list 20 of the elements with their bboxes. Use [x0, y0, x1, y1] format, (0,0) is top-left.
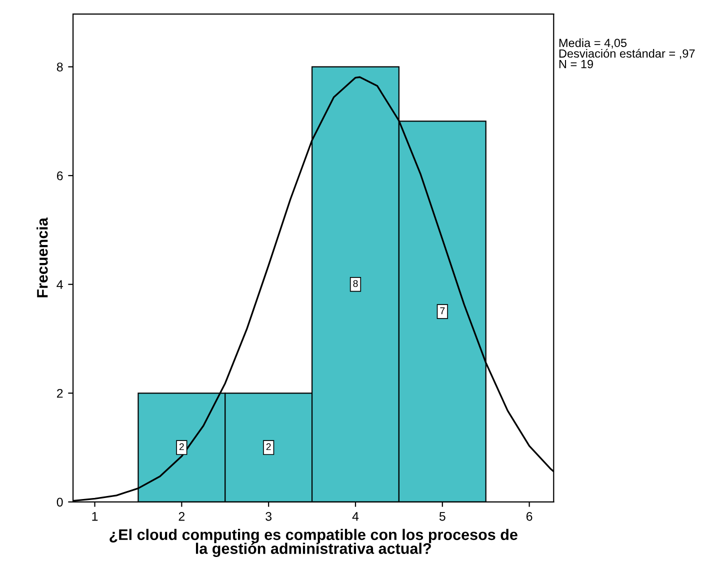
- data-label: 2: [266, 443, 271, 450]
- y-tick-label: 6: [56, 171, 63, 180]
- x-tick-label: 5: [439, 512, 446, 521]
- x-tick-label: 2: [178, 512, 185, 521]
- text: N = 19: [559, 60, 594, 68]
- x-tick-label: 1: [92, 512, 98, 521]
- data-label: 8: [353, 280, 358, 287]
- y-tick-label: 2: [56, 388, 63, 398]
- x-tick-label: 3: [266, 512, 272, 521]
- y-tick-label: 4: [56, 280, 63, 289]
- data-label: 7: [440, 307, 445, 314]
- x-tick-label: 6: [526, 512, 532, 521]
- text: Media = 4,05: [559, 38, 627, 48]
- x-tick-label: 4: [352, 512, 359, 521]
- text: Desviación estándar = ,97: [559, 48, 695, 60]
- y-tick-label: 8: [56, 62, 63, 72]
- y-axis-title: Frecuencia: [36, 218, 48, 298]
- y-tick-label: 0: [56, 498, 63, 507]
- data-label: 2: [179, 443, 184, 450]
- x-axis-title: ¿El cloud computing es compatible con los procesos de la gestión administrativa actual?: [110, 528, 518, 558]
